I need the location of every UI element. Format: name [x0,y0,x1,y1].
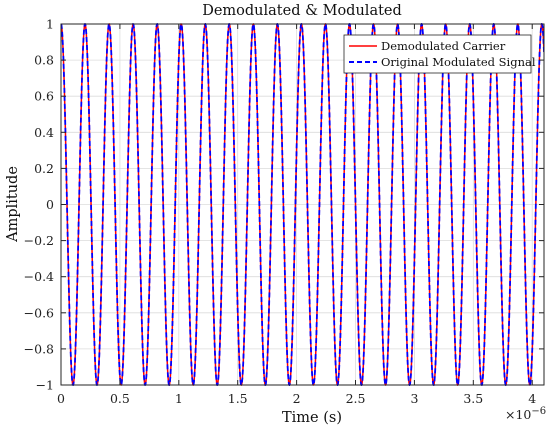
x-tick-label: 4 [528,391,536,406]
y-tick-label: 0.2 [34,161,54,176]
x-exponent-label: ×10−6 [505,406,546,422]
y-tick-label: −1 [36,378,54,393]
legend: Demodulated Carrier Original Modulated Si… [343,34,536,74]
y-tick-label: −0.4 [24,269,54,284]
x-tick-label: 1 [175,391,183,406]
legend-label-2: Original Modulated Signal [381,55,536,69]
y-tick-label: 0.4 [34,125,54,140]
y-tick-label: 1 [46,17,54,32]
x-exponent-base: ×10 [505,407,531,422]
plot-area [61,23,544,386]
x-tick-label: 2 [293,391,301,406]
y-tick-label: −0.2 [24,233,54,248]
y-axis-label: Amplitude [5,166,21,243]
x-tick-label: 0 [57,391,65,406]
x-tick-label: 3.5 [463,391,483,406]
legend-label-1: Demodulated Carrier [381,39,506,53]
x-axis-label: Time (s) [282,410,342,426]
y-tick-label: 0.6 [34,89,54,104]
x-tick-label: 0.5 [110,391,130,406]
series-line-2 [61,23,544,386]
axes: 0 0.5 1 1.5 2 2.5 3 3.5 4 −1 −0.8 −0.6 −0.4 −0.2 0 0.2 0… [24,17,545,406]
y-tick-label: 0 [46,197,54,212]
x-tick-label: 3 [410,391,418,406]
legend-box [343,34,532,74]
x-tick-label: 1.5 [228,391,248,406]
y-tick-label: −0.8 [24,341,54,356]
x-tick-label: 2.5 [346,391,366,406]
chart-title: Demodulated & Modulated [202,3,402,19]
y-tick-label: 0.8 [34,53,54,68]
y-tick-label: −0.6 [24,305,54,320]
x-exponent-power: −6 [531,406,546,417]
